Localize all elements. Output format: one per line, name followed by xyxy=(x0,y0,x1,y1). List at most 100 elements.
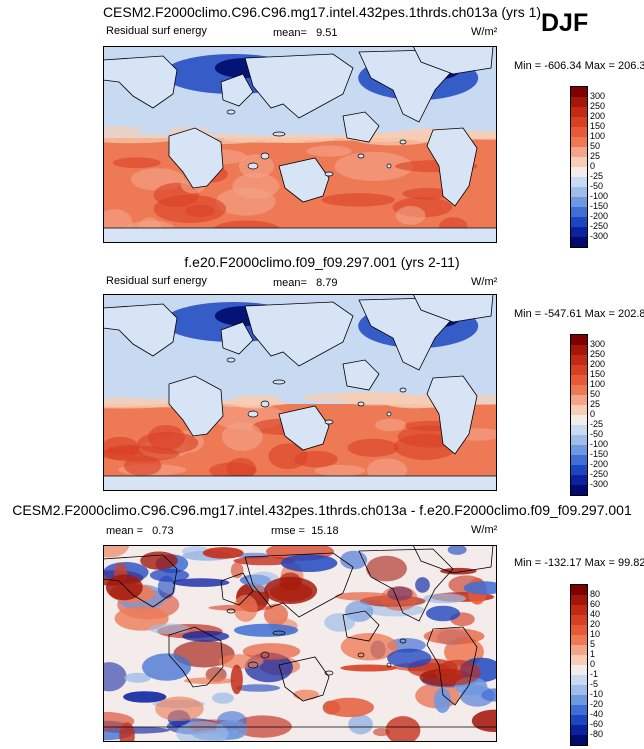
field-blob xyxy=(366,555,407,582)
colorbar-tick-label: -25 xyxy=(590,419,604,429)
panel-1-min-label: Min = xyxy=(514,60,542,72)
field-blob xyxy=(103,133,176,144)
colorbar-swatch xyxy=(571,475,587,485)
field-blob xyxy=(202,547,244,559)
colorbar-tick-label: 5 xyxy=(590,639,596,649)
colorbar-tick-label: -100 xyxy=(590,439,609,449)
continent-outline xyxy=(412,545,494,574)
colorbar-tick-label: 40 xyxy=(590,609,601,619)
panel-2-variable: Residual surf energy xyxy=(106,275,207,287)
field-blob xyxy=(140,551,178,570)
colorbar-swatch xyxy=(571,107,587,117)
colorbar-tick-label: -150 xyxy=(590,201,609,211)
colorbar-swatch xyxy=(571,237,587,247)
field-blob xyxy=(293,689,320,700)
colorbar-tick-label: -5 xyxy=(590,679,599,689)
continent-outline xyxy=(244,301,354,367)
colorbar-tick-label: 20 xyxy=(590,619,601,629)
panel-3-min-value: -132.17 xyxy=(544,557,582,569)
continent-outline xyxy=(220,572,254,606)
colorbar-tick-label: 0 xyxy=(590,161,596,171)
field-blob xyxy=(280,554,338,573)
colorbar-swatch xyxy=(571,217,587,227)
panel-2-units: W/m² xyxy=(471,276,498,288)
colorbar-tick-label: -40 xyxy=(590,709,604,719)
colorbar-swatch xyxy=(571,405,587,415)
field-blob xyxy=(222,135,312,143)
field-blob xyxy=(435,659,481,686)
field-blob xyxy=(103,711,135,731)
island-outline xyxy=(324,670,334,676)
colorbar-tick-label: 150 xyxy=(590,369,606,379)
panel-3-rmse-value: 15.18 xyxy=(311,525,339,537)
island-outline xyxy=(226,357,236,363)
continent-outline xyxy=(358,548,454,622)
island-outline xyxy=(226,109,236,115)
colorbar-swatch xyxy=(571,655,587,665)
colorbar-swatch xyxy=(571,355,587,365)
continent-outline xyxy=(220,73,254,107)
island-outline xyxy=(399,139,407,145)
field-blob xyxy=(340,633,398,661)
colorbar-tick-label: -300 xyxy=(590,479,609,489)
colorbar-tick-label: -200 xyxy=(590,459,609,469)
colorbar-swatch xyxy=(571,177,587,187)
field-blob xyxy=(142,653,192,681)
island-outline xyxy=(247,162,259,170)
colorbar-swatch xyxy=(571,227,587,237)
field-blob xyxy=(123,691,167,703)
colorbar-swatch xyxy=(571,625,587,635)
field-blob xyxy=(423,628,485,645)
colorbar-tick-label: -150 xyxy=(590,449,609,459)
island-outline xyxy=(399,638,407,644)
continent-outline xyxy=(426,626,478,706)
field-blob xyxy=(340,664,397,672)
continent-outline xyxy=(278,656,330,702)
colorbar-tick-label: -50 xyxy=(590,181,604,191)
colorbar-swatch xyxy=(571,705,587,715)
colorbar-swatch xyxy=(571,87,587,97)
colorbar-swatch xyxy=(571,117,587,127)
field-blob xyxy=(447,545,467,555)
colorbar-swatch xyxy=(571,187,587,197)
colorbar-tick-label: 50 xyxy=(590,389,601,399)
panel-3-mean: mean = 0.73 xyxy=(106,525,174,537)
field-blob xyxy=(183,677,235,685)
field-blob xyxy=(230,562,244,579)
colorbar-swatch xyxy=(571,435,587,445)
panel-3-title: CESM2.F2000climo.C96.C96.mg17.intel.432p… xyxy=(12,502,632,518)
island-outline xyxy=(324,171,334,177)
panel-3-minmax: Min = -132.17 Max = 99.82 xyxy=(514,557,644,569)
panel-1-max-value: 206.35 xyxy=(617,60,644,72)
field-blob xyxy=(334,151,413,181)
map-frame xyxy=(103,294,497,491)
colorbar-swatch xyxy=(571,137,587,147)
season-label: DJF xyxy=(541,9,589,37)
field-blob xyxy=(264,576,318,605)
field-blob xyxy=(124,672,152,683)
colorbar-swatch xyxy=(571,157,587,167)
colorbar-swatch xyxy=(571,605,587,615)
map-frame xyxy=(103,46,497,243)
field-blob xyxy=(335,592,391,601)
island-outline xyxy=(260,651,270,659)
field-blob xyxy=(423,593,466,604)
field-blob xyxy=(321,193,395,207)
colorbar-swatch xyxy=(571,385,587,395)
field-blob xyxy=(148,623,190,635)
colorbar-swatch xyxy=(571,585,587,595)
island-outline xyxy=(226,608,236,614)
continent-outline xyxy=(168,375,224,437)
continent-outline xyxy=(168,626,224,688)
colorbar-tick-label: 0 xyxy=(590,659,596,669)
continent-outline xyxy=(244,552,354,618)
field-blob xyxy=(105,574,143,601)
continent-outline xyxy=(103,303,178,357)
colorbar-tick-label: -200 xyxy=(590,211,609,221)
colorbar-tick-label: 200 xyxy=(590,359,606,369)
panel-1-title: CESM2.F2000climo.C96.C96.mg17.intel.432p… xyxy=(102,4,542,20)
field-blob xyxy=(176,721,229,742)
continent-outline xyxy=(220,321,254,355)
field-blob xyxy=(212,692,234,704)
field-blob xyxy=(185,204,215,218)
